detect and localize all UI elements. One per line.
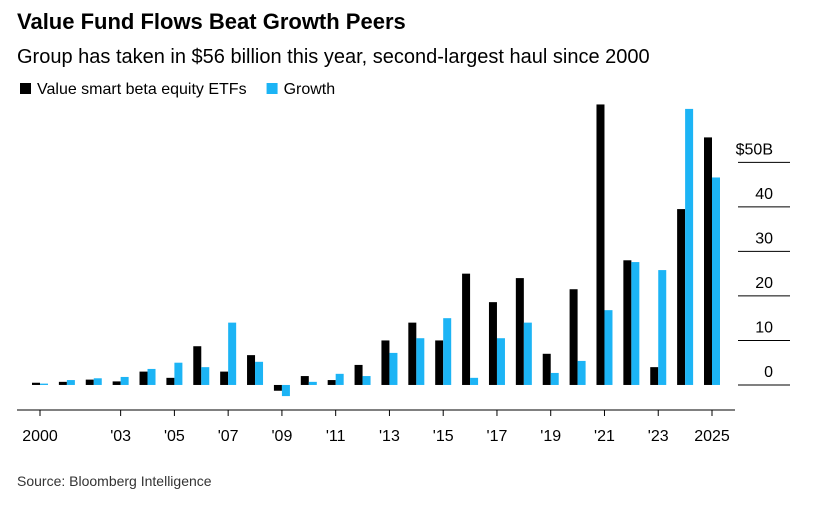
- bar: [650, 367, 659, 385]
- legend-label: Growth: [284, 81, 336, 98]
- x-tick-label: '23: [648, 428, 669, 445]
- bar: [139, 371, 148, 385]
- y-tick-label: 40: [755, 186, 773, 203]
- legend-swatch: [20, 83, 31, 94]
- bar: [40, 383, 48, 385]
- bar: [623, 260, 632, 385]
- bar: [604, 310, 613, 385]
- bar: [247, 355, 256, 385]
- bar: [631, 262, 640, 385]
- bar: [596, 104, 605, 385]
- bar: [354, 364, 363, 385]
- bar: [166, 377, 175, 385]
- y-tick-label: 10: [755, 319, 773, 336]
- bar: [416, 338, 425, 385]
- x-tick-label: '11: [326, 428, 346, 445]
- bar: [174, 362, 183, 385]
- bar: [712, 177, 720, 385]
- x-tick-label: '07: [218, 428, 239, 445]
- bar: [201, 367, 210, 385]
- chart-title: Value Fund Flows Beat Growth Peers: [17, 9, 406, 34]
- bar: [577, 360, 586, 385]
- x-tick-label: '21: [594, 428, 615, 445]
- x-tick-label: '03: [110, 428, 131, 445]
- x-tick-label: '15: [433, 428, 454, 445]
- bar: [381, 340, 390, 385]
- bar: [677, 209, 686, 385]
- bar: [66, 380, 75, 385]
- bar: [327, 380, 336, 385]
- bar: [281, 384, 290, 397]
- bar: [220, 371, 229, 385]
- x-tick-label: '09: [271, 428, 292, 445]
- bar: [443, 318, 452, 385]
- chart-subtitle: Group has taken in $56 billion this year…: [17, 46, 650, 68]
- bar: [435, 340, 444, 385]
- bar: [488, 302, 497, 385]
- bar: [335, 373, 344, 385]
- bar: [542, 353, 551, 385]
- x-tick-label: 2000: [22, 428, 58, 445]
- x-tick-label: '05: [164, 428, 185, 445]
- y-tick-label: 0: [764, 364, 773, 381]
- bar: [228, 322, 237, 385]
- bar: [496, 338, 505, 385]
- bar: [550, 372, 559, 385]
- bar: [470, 377, 479, 385]
- bar: [32, 382, 40, 385]
- bar: [300, 376, 309, 385]
- bar: [523, 322, 532, 385]
- x-tick-label: '19: [540, 428, 561, 445]
- y-tick-label: 30: [755, 230, 773, 247]
- bar: [147, 368, 156, 385]
- bar: [58, 381, 67, 385]
- source: Source: Bloomberg Intelligence: [17, 473, 212, 489]
- bar: [85, 379, 94, 385]
- bar: [362, 376, 371, 385]
- bar: [308, 381, 317, 385]
- bar: [658, 270, 667, 385]
- bar: [193, 346, 202, 385]
- bar: [255, 361, 264, 385]
- x-tick-label: '17: [487, 428, 508, 445]
- bar: [120, 376, 129, 385]
- bar: [515, 278, 524, 385]
- y-tick-label: $50B: [736, 141, 773, 158]
- legend-swatch: [266, 83, 278, 94]
- bar: [704, 137, 712, 385]
- bar: [462, 273, 471, 385]
- legend-label: Value smart beta equity ETFs: [37, 81, 247, 98]
- bar: [112, 381, 121, 385]
- y-tick-label: 20: [755, 275, 773, 292]
- bar: [569, 289, 578, 385]
- bar: [408, 322, 417, 385]
- bar: [685, 108, 694, 385]
- bar: [389, 352, 398, 385]
- x-tick-label: '13: [379, 428, 400, 445]
- bar: [93, 378, 102, 385]
- bar: [273, 384, 282, 391]
- x-tick-label: 2025: [694, 428, 730, 445]
